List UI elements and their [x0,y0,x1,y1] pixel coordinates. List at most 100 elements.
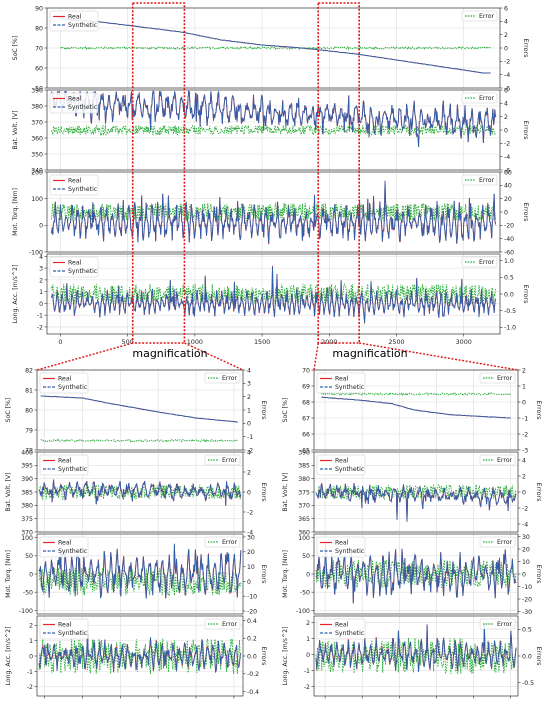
y2-tick-label: 4 [504,101,508,108]
panel-zoom_left-acc: -2 -1 0 1 2 -0.4 -0.2 0.0 0.2 0.4 Long. Acc. [m/s^… [5,615,268,697]
y2-tick-label: 0 [247,421,251,428]
panel-overview-acc: -2 -1 0 1 2 3 4 -1.0 -0.5 0.0 0.5 1.0 Long. Acc. [m/… [12,253,530,335]
y-tick-label: 70 [302,367,310,374]
y-tick-label: -1 [304,668,310,675]
y-tick-label: 60 [35,65,43,72]
legend-synthetic-label: Synthetic [58,466,88,473]
legend-real-label: Real [58,458,72,465]
x-tick-label: 1000 [187,338,203,346]
y2-axis-label: Errors [535,483,543,503]
panel-zoom_right-volt: 360 365 370 375 380 385 390 -4 -2 0 2 4 Bat. Volt. [… [282,449,543,536]
y-axis-label: SoC [%] [282,398,289,423]
y-tick-label: 79 [25,427,33,434]
y2-axis-label: Errors [535,565,543,585]
y2-tick-label: 20 [247,549,255,556]
y2-tick-label: 2 [247,469,251,476]
y2-tick-label: 0.0 [522,653,532,660]
y-tick-label: 360 [31,135,43,142]
series-synthetic [315,483,517,522]
y-axis-label: Long. Acc. [m/s^2] [12,264,19,323]
y2-tick-label: -1 [247,434,253,441]
y-tick-label: 100 [31,196,43,203]
y2-axis-label: Errors [522,121,530,141]
y-tick-label: 80 [35,25,43,32]
y2-tick-label: 40 [504,183,512,190]
y-tick-label: 370 [21,529,33,536]
series-error [38,566,242,597]
y2-axis-label: Errors [260,483,268,503]
y2-tick-label: -10 [522,584,532,591]
y-tick-label: -50 [300,590,310,597]
panel-zoom_left-soc: 78 79 80 81 82 -2 -1 0 1 2 3 4 SoC [%] Errors RealSynt… [5,367,268,454]
y2-tick-label: -0.5 [504,308,516,315]
y-axis-label: Long. Acc. [m/s^2] [5,626,12,685]
y2-tick-label: 30 [522,534,530,541]
panel-overview-soc: 50 60 70 80 90 -6 -4 -2 0 2 4 6 SoC [%] Errors RealSyn… [12,5,530,92]
legend-synthetic-label: Synthetic [58,548,88,555]
y-tick-label: -2 [304,684,310,691]
y-tick-label: 0 [29,571,33,578]
legend-box [204,618,241,630]
y-tick-label: 3 [39,266,43,273]
y2-axis-label: Errors [522,203,530,223]
y2-tick-label: 4 [522,457,526,464]
y2-tick-label: 60 [504,169,512,176]
y2-tick-label: 10 [247,564,255,571]
series-synthetic [38,543,242,599]
y-tick-label: 2 [39,277,43,284]
y-tick-label: 380 [31,103,43,110]
zoom-connector-right-a [313,342,319,371]
legend-error-label: Error [497,539,513,546]
plot-frame [46,89,501,171]
y2-tick-label: 2 [522,473,526,480]
plot-area [47,254,500,334]
y-axis-label: SoC [%] [5,398,12,423]
x-tick-label: 3000 [456,338,472,346]
legend-real-label: Real [335,622,349,629]
series-synthetic [315,622,517,673]
y2-tick-label: -6 [504,167,510,174]
y-tick-label: 2 [306,620,310,627]
legend-synthetic-label: Synthetic [58,630,88,637]
legend-right: Error [204,454,241,466]
series-error [60,45,491,51]
y2-tick-label: 2 [504,114,508,121]
y-tick-label: 81 [25,387,33,394]
y2-tick-label: -2 [247,447,253,454]
y-tick-label: 100 [21,535,33,542]
y2-tick-label: 3 [247,381,251,388]
y2-axis-label: Errors [260,565,268,585]
y2-tick-label: 2 [247,394,251,401]
panel-overview-volt: 340 350 360 370 380 390 -6 -4 -2 0 2 4 6 Bat. Volt. [… [12,87,530,174]
y-tick-label: -2 [37,324,43,331]
x-tick-label: 0 [58,338,62,346]
legend-box [204,536,241,548]
series-synthetic [40,395,238,423]
y-tick-label: 350 [31,151,43,158]
y-tick-label: 390 [298,449,310,456]
y-axis-label: Mot. Torq. [Nm] [12,188,19,236]
legend-box [479,372,516,384]
y2-tick-label: 20 [504,196,512,203]
y-tick-label: 80 [25,407,33,414]
y2-tick-label: 0 [504,127,508,134]
series-error [51,123,496,137]
legend-box [461,174,498,186]
y2-tick-label: 10 [522,559,530,566]
y-axis-label: Mot. Torq. [Nm] [282,550,289,598]
series-synthetic [51,181,496,244]
y2-tick-label: -6 [504,85,510,92]
y-tick-label: 100 [298,535,310,542]
legend-error-label: Error [479,13,495,20]
y2-axis-label: Errors [535,401,543,421]
legend-error-label: Error [479,259,495,266]
